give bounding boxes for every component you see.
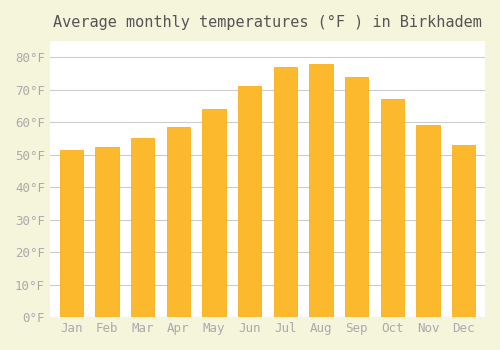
Bar — [416, 125, 440, 317]
Bar — [202, 109, 226, 317]
Bar — [131, 138, 154, 317]
Bar — [166, 127, 190, 317]
Bar — [452, 145, 475, 317]
Bar — [60, 150, 83, 317]
Bar — [310, 64, 332, 317]
Bar — [96, 147, 118, 317]
Bar — [345, 77, 368, 317]
Title: Average monthly temperatures (°F ) in Birkhadem: Average monthly temperatures (°F ) in Bi… — [53, 15, 482, 30]
Bar — [380, 99, 404, 317]
Bar — [238, 86, 261, 317]
Bar — [274, 67, 297, 317]
